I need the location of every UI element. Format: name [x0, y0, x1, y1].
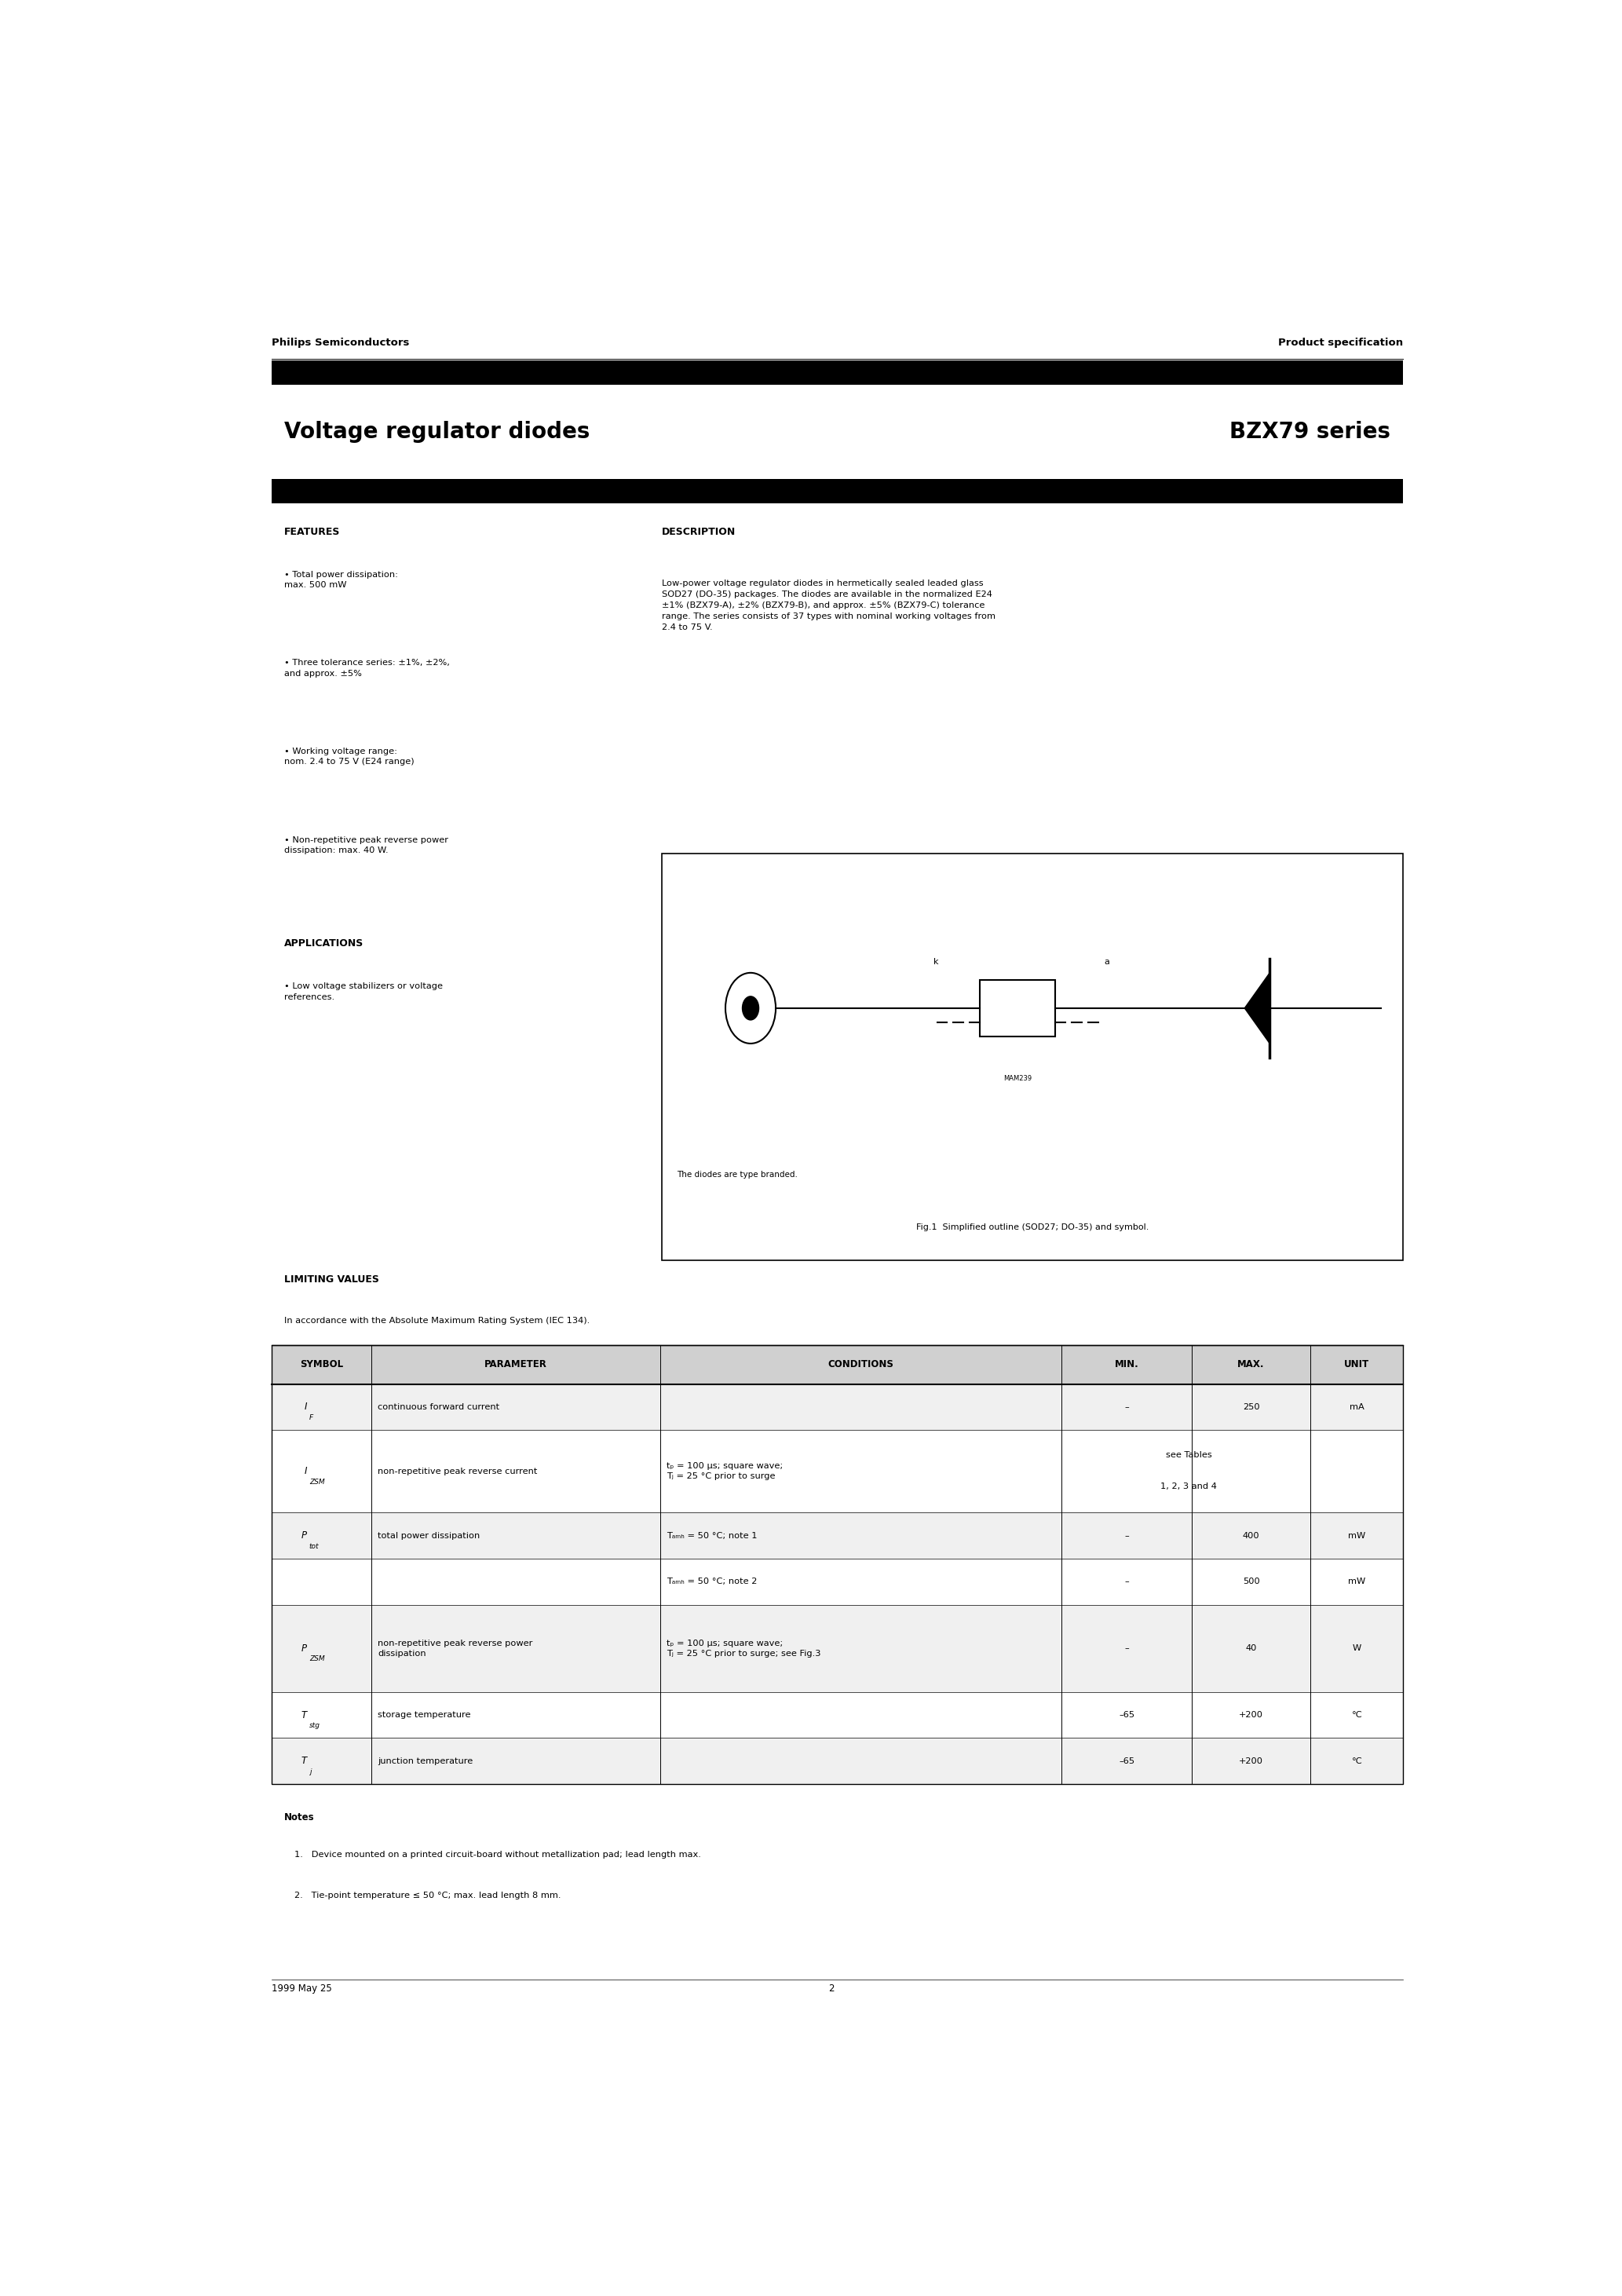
Bar: [272, 1513, 1403, 1559]
Bar: [272, 1384, 1403, 1430]
Bar: [272, 360, 1403, 386]
Text: MAM239: MAM239: [1004, 1075, 1032, 1081]
Text: 250: 250: [1242, 1403, 1260, 1412]
Bar: [272, 1345, 1403, 1384]
Text: FEATURES: FEATURES: [284, 526, 341, 537]
Text: • Working voltage range:
nom. 2.4 to 75 V (E24 range): • Working voltage range: nom. 2.4 to 75 …: [284, 748, 415, 767]
Circle shape: [741, 996, 759, 1019]
Text: LIMITING VALUES: LIMITING VALUES: [284, 1274, 380, 1283]
Text: P: P: [302, 1644, 307, 1653]
Text: non-repetitive peak reverse power
dissipation: non-repetitive peak reverse power dissip…: [378, 1639, 532, 1658]
Text: BZX79 series: BZX79 series: [1229, 420, 1390, 443]
Text: 1, 2, 3 and 4: 1, 2, 3 and 4: [1161, 1483, 1216, 1490]
Text: SYMBOL: SYMBOL: [300, 1359, 344, 1371]
Text: non-repetitive peak reverse current: non-repetitive peak reverse current: [378, 1467, 537, 1476]
Text: see Tables: see Tables: [1166, 1451, 1212, 1458]
Text: °C: °C: [1351, 1756, 1362, 1766]
Text: Product specification: Product specification: [1278, 338, 1403, 347]
Text: P: P: [302, 1531, 307, 1541]
Text: 400: 400: [1242, 1531, 1260, 1541]
Text: Low-power voltage regulator diodes in hermetically sealed leaded glass
SOD27 (DO: Low-power voltage regulator diodes in he…: [662, 579, 996, 631]
Text: MAX.: MAX.: [1238, 1359, 1265, 1371]
Text: Notes: Notes: [284, 1812, 315, 1823]
Text: Tₐₘₕ = 50 °C; note 2: Tₐₘₕ = 50 °C; note 2: [667, 1577, 757, 1587]
Text: mA: mA: [1350, 1403, 1364, 1412]
Bar: [272, 1692, 1403, 1738]
Text: –: –: [1124, 1577, 1129, 1587]
Text: 1.   Device mounted on a printed circuit-board without metallization pad; lead l: 1. Device mounted on a printed circuit-b…: [295, 1851, 701, 1860]
Text: –: –: [1124, 1644, 1129, 1653]
Text: Fig.1  Simplified outline (SOD27; DO-35) and symbol.: Fig.1 Simplified outline (SOD27; DO-35) …: [916, 1224, 1148, 1231]
Text: ZSM: ZSM: [310, 1655, 324, 1662]
Text: mW: mW: [1348, 1531, 1366, 1541]
Text: continuous forward current: continuous forward current: [378, 1403, 500, 1412]
Text: UNIT: UNIT: [1345, 1359, 1369, 1371]
Text: APPLICATIONS: APPLICATIONS: [284, 939, 363, 948]
Text: CONDITIONS: CONDITIONS: [827, 1359, 894, 1371]
Text: W: W: [1353, 1644, 1361, 1653]
Text: –65: –65: [1119, 1756, 1134, 1766]
Bar: [272, 1559, 1403, 1605]
Text: DESCRIPTION: DESCRIPTION: [662, 526, 735, 537]
Text: 500: 500: [1242, 1577, 1260, 1587]
Text: mW: mW: [1348, 1577, 1366, 1587]
Text: T: T: [302, 1756, 307, 1766]
Text: 2.   Tie-point temperature ≤ 50 °C; max. lead length 8 mm.: 2. Tie-point temperature ≤ 50 °C; max. l…: [295, 1892, 561, 1899]
Bar: [980, 980, 1056, 1035]
Text: storage temperature: storage temperature: [378, 1711, 470, 1720]
Text: a: a: [1105, 957, 1109, 967]
Bar: [272, 1605, 1403, 1692]
Text: I: I: [303, 1467, 307, 1476]
Text: +200: +200: [1239, 1711, 1264, 1720]
Text: Voltage regulator diodes: Voltage regulator diodes: [284, 420, 590, 443]
Text: • Three tolerance series: ±1%, ±2%,
and approx. ±5%: • Three tolerance series: ±1%, ±2%, and …: [284, 659, 449, 677]
Bar: [272, 1738, 1403, 1784]
Text: Philips Semiconductors: Philips Semiconductors: [272, 338, 410, 347]
Text: tₚ = 100 μs; square wave;
Tⱼ = 25 °C prior to surge: tₚ = 100 μs; square wave; Tⱼ = 25 °C pri…: [667, 1463, 782, 1481]
Text: junction temperature: junction temperature: [378, 1756, 474, 1766]
Text: T: T: [302, 1711, 307, 1720]
Text: I: I: [303, 1403, 307, 1412]
Text: • Low voltage stabilizers or voltage
references.: • Low voltage stabilizers or voltage ref…: [284, 983, 443, 1001]
Text: –65: –65: [1119, 1711, 1134, 1720]
Polygon shape: [1244, 974, 1270, 1042]
Bar: [662, 854, 1403, 1261]
Text: tₚ = 100 μs; square wave;
Tⱼ = 25 °C prior to surge; see Fig.3: tₚ = 100 μs; square wave; Tⱼ = 25 °C pri…: [667, 1639, 821, 1658]
Text: 40: 40: [1246, 1644, 1257, 1653]
Bar: [272, 480, 1403, 503]
Text: PARAMETER: PARAMETER: [485, 1359, 547, 1371]
Text: tot: tot: [310, 1543, 320, 1550]
Text: • Non-repetitive peak reverse power
dissipation: max. 40 W.: • Non-repetitive peak reverse power diss…: [284, 836, 449, 854]
Text: Tₐₘₕ = 50 °C; note 1: Tₐₘₕ = 50 °C; note 1: [667, 1531, 757, 1541]
Text: F: F: [310, 1414, 313, 1421]
Text: total power dissipation: total power dissipation: [378, 1531, 480, 1541]
Text: 2: 2: [829, 1984, 834, 1993]
Text: MIN.: MIN.: [1114, 1359, 1139, 1371]
Text: j: j: [310, 1768, 311, 1775]
Text: 1999 May 25: 1999 May 25: [272, 1984, 333, 1993]
Bar: [272, 1430, 1403, 1513]
Bar: [272, 1345, 1403, 1784]
Text: • Total power dissipation:
max. 500 mW: • Total power dissipation: max. 500 mW: [284, 572, 399, 590]
Text: The diodes are type branded.: The diodes are type branded.: [676, 1171, 798, 1178]
Text: +200: +200: [1239, 1756, 1264, 1766]
Text: k: k: [933, 957, 939, 967]
Text: –: –: [1124, 1403, 1129, 1412]
Text: °C: °C: [1351, 1711, 1362, 1720]
Text: –: –: [1124, 1531, 1129, 1541]
Text: stg: stg: [310, 1722, 320, 1729]
Text: In accordance with the Absolute Maximum Rating System (IEC 134).: In accordance with the Absolute Maximum …: [284, 1318, 590, 1325]
Text: ZSM: ZSM: [310, 1479, 324, 1486]
